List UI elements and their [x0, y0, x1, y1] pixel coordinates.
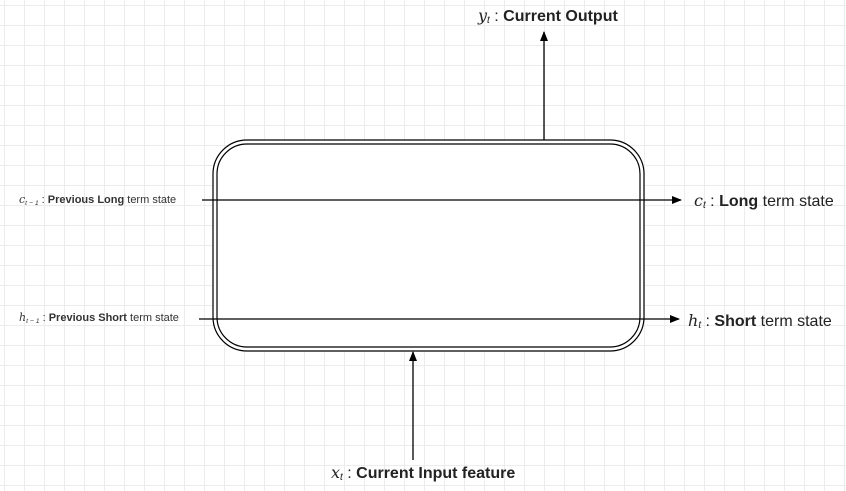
- prev-long-symbol: c: [19, 193, 26, 206]
- prev-long-text: term state: [124, 194, 177, 206]
- prev-short-subscript: t − 1: [26, 317, 40, 325]
- long-separator: :: [705, 193, 720, 210]
- prev-short-separator: :: [39, 312, 49, 324]
- input-text: Current Input feature: [356, 465, 516, 482]
- long-bold-text: Long: [719, 193, 759, 210]
- long-symbol: c: [694, 191, 703, 210]
- output-separator: :: [489, 8, 504, 25]
- short-term-state-label: ht : Short term state: [688, 311, 832, 332]
- output-text: Current Output: [503, 8, 618, 25]
- prev-long-subscript: t − 1: [25, 199, 39, 207]
- previous-long-term-state-label: ct − 1 : Previous Long term state: [19, 193, 177, 207]
- input-symbol: x: [331, 463, 341, 482]
- input-separator: :: [342, 465, 357, 482]
- output-symbol: y: [478, 6, 488, 25]
- output-subscript: t: [487, 15, 490, 27]
- short-separator: :: [701, 313, 715, 330]
- long-text: term state: [758, 193, 834, 210]
- prev-long-separator: :: [38, 194, 48, 206]
- short-text: term state: [756, 313, 832, 330]
- input-subscript: t: [340, 472, 343, 484]
- prev-long-bold-text: Previous Long: [47, 194, 125, 206]
- prev-short-text: term state: [126, 312, 179, 324]
- prev-short-bold-text: Previous Short: [48, 312, 127, 324]
- input-label: xt : Current Input feature: [331, 463, 516, 484]
- short-bold-text: Short: [714, 313, 757, 330]
- long-term-state-label: ct : Long term state: [694, 191, 834, 212]
- lstm-cell-inner-border: [216, 143, 641, 348]
- output-label: yt : Current Output: [478, 6, 618, 27]
- previous-short-term-state-label: ht − 1 : Previous Short term state: [19, 311, 179, 325]
- long-subscript: t: [702, 200, 706, 212]
- lstm-cell-outer-border[interactable]: [212, 139, 645, 352]
- prev-short-symbol: h: [19, 311, 27, 324]
- short-subscript: t: [698, 320, 702, 332]
- short-symbol: h: [688, 311, 699, 330]
